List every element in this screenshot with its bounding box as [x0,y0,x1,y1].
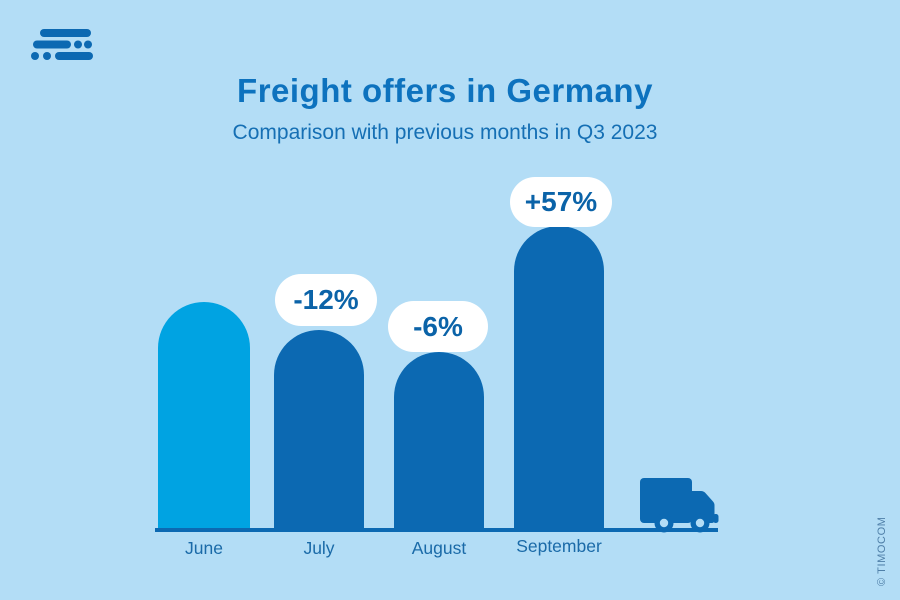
copyright-credit: © TIMOCOM [876,516,888,586]
value-bubble-july: -12% [275,274,377,326]
bar-august [394,352,484,530]
page-subtitle: Comparison with previous months in Q3 20… [232,121,658,144]
category-label-june: June [185,538,223,558]
timocom-logo-icon [31,29,93,60]
bar-july [274,330,364,530]
bar-june [158,302,250,530]
category-label-august: August [411,538,467,558]
value-bubble-august: -6% [388,301,488,352]
x-axis-baseline [155,528,718,532]
category-label-september: September [516,536,602,556]
category-label-july: July [303,538,335,558]
value-bubble-september: +57% [510,177,612,227]
delivery-truck-icon [640,478,719,533]
bar-september [514,226,604,530]
page-title: Freight offers in Germany [237,72,653,109]
